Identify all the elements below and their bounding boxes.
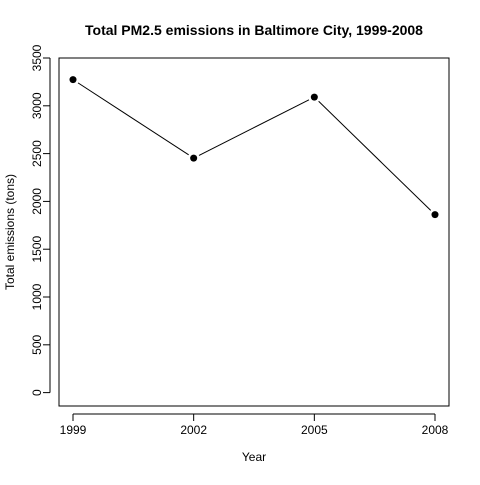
x-tick-label: 2008 bbox=[422, 423, 449, 437]
y-tick-label: 3000 bbox=[30, 92, 44, 119]
y-tick-label: 2000 bbox=[30, 188, 44, 215]
y-axis-title: Total emissions (tons) bbox=[3, 174, 17, 290]
data-point bbox=[70, 76, 77, 83]
x-axis-title: Year bbox=[242, 450, 266, 464]
data-point bbox=[432, 211, 439, 218]
x-tick-label: 2002 bbox=[180, 423, 207, 437]
chart-title: Total PM2.5 emissions in Baltimore City,… bbox=[85, 22, 423, 38]
y-tick-label: 3500 bbox=[30, 44, 44, 71]
data-point bbox=[190, 155, 197, 162]
y-tick-label: 2500 bbox=[30, 140, 44, 167]
x-tick-label: 2005 bbox=[301, 423, 328, 437]
y-tick-label: 1500 bbox=[30, 236, 44, 263]
data-point bbox=[311, 94, 318, 101]
y-tick-label: 0 bbox=[30, 389, 44, 396]
y-tick-label: 500 bbox=[30, 334, 44, 354]
y-tick-label: 1000 bbox=[30, 283, 44, 310]
x-tick-label: 1999 bbox=[60, 423, 87, 437]
